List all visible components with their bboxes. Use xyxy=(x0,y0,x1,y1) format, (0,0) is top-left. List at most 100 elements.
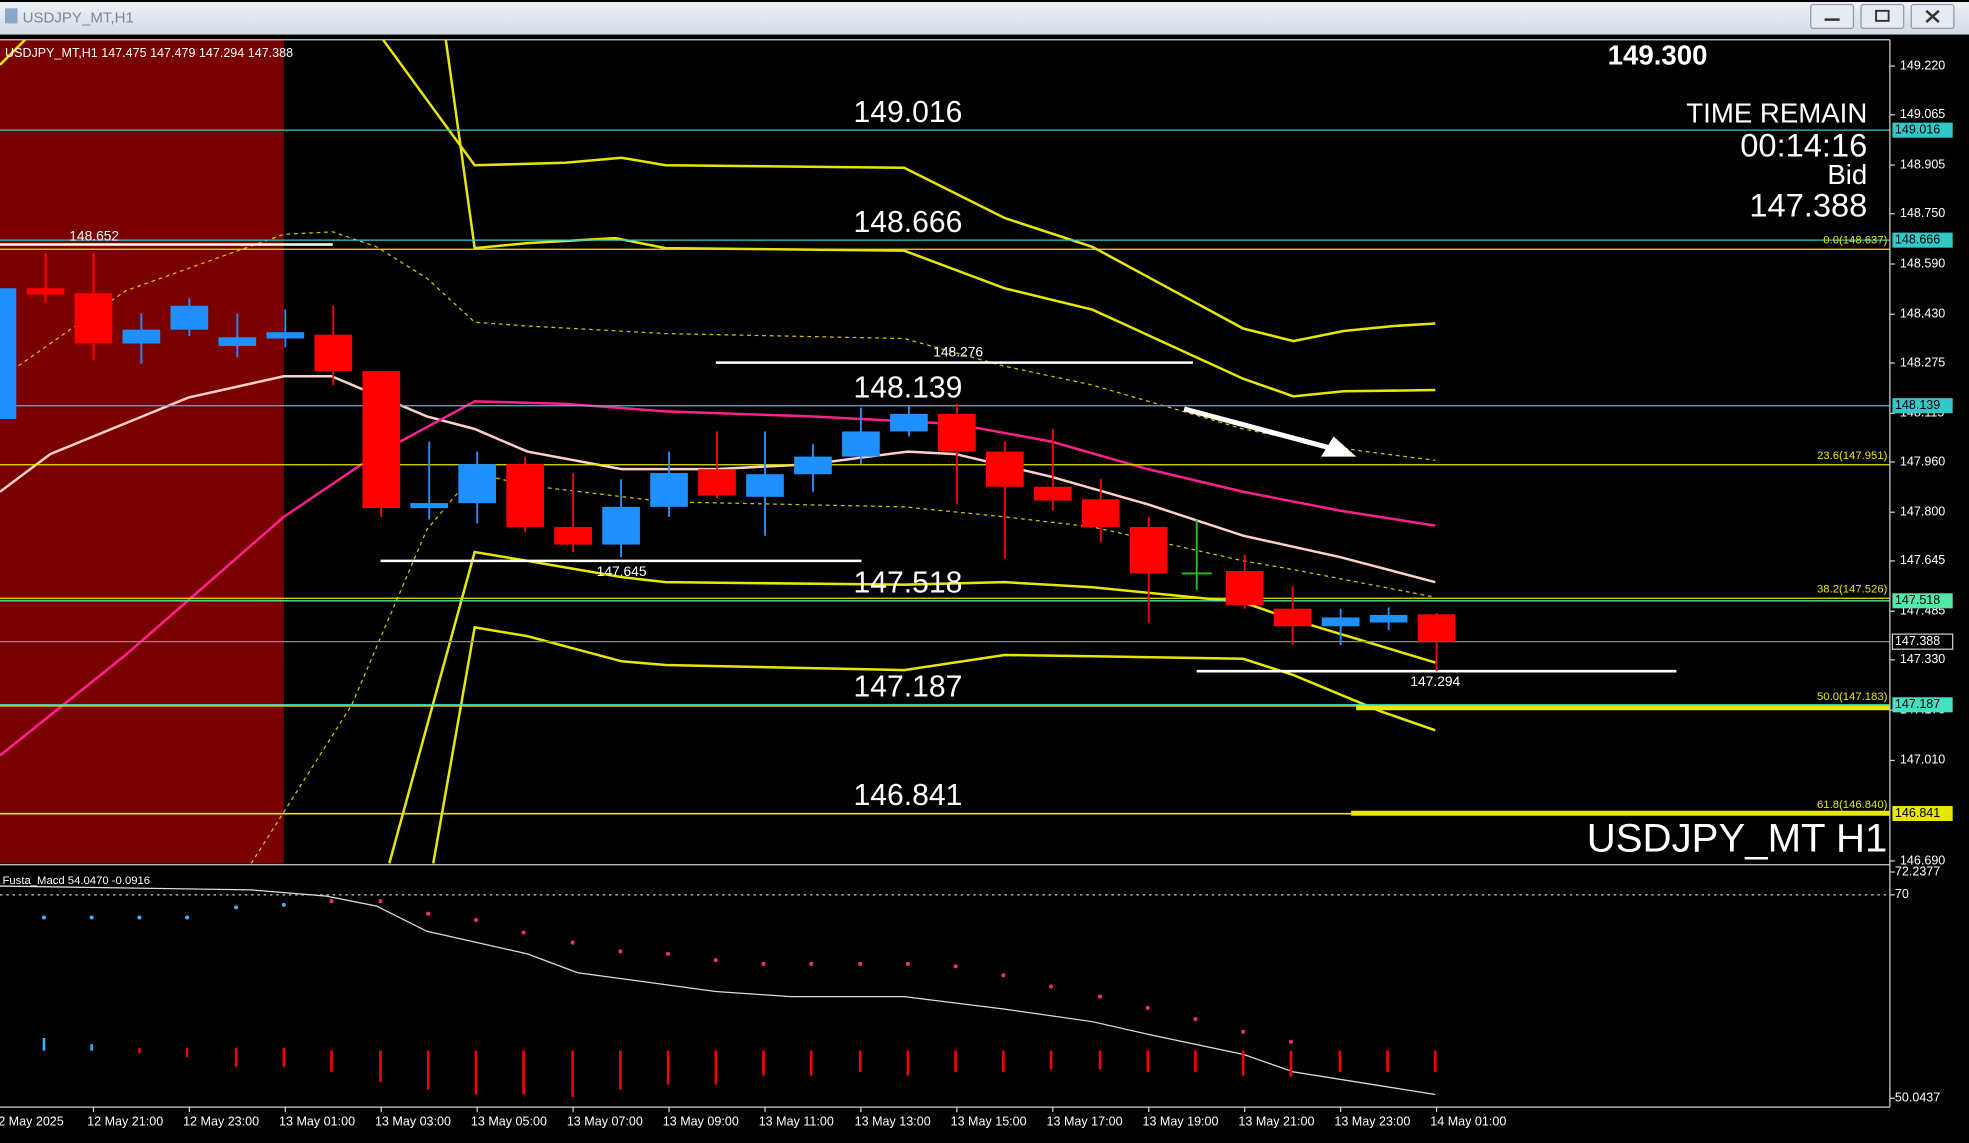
bid-tag-label: 147.388 xyxy=(1895,634,1940,648)
candle-body xyxy=(554,526,592,545)
indicator-header: Fusta_Macd 54.0470 -0.0916 xyxy=(3,875,151,887)
x-tick-label: 13 May 23:00 xyxy=(1334,1114,1410,1128)
x-tick-label: 13 May 01:00 xyxy=(279,1114,355,1128)
chart-background xyxy=(0,34,1969,1141)
indicator-line xyxy=(0,885,1436,1096)
session-shade xyxy=(0,39,284,864)
y-tick-label: 149.220 xyxy=(1900,58,1945,72)
level-tag xyxy=(1892,398,1953,414)
y-tick-label: 148.430 xyxy=(1900,307,1945,321)
candle-body xyxy=(746,474,784,497)
candle-body xyxy=(74,293,113,344)
chart-header: USDJPY_MT,H1 147.475 147.479 147.294 147… xyxy=(5,46,293,60)
title-bar xyxy=(0,2,1969,35)
indicator-histogram xyxy=(42,1038,1437,1098)
x-tick-label: 13 May 19:00 xyxy=(1142,1114,1218,1128)
candle-body xyxy=(1273,608,1312,627)
x-tick-label: 13 May 05:00 xyxy=(471,1114,547,1128)
candle-body xyxy=(842,431,880,457)
y-tick-label: 148.750 xyxy=(1900,206,1945,220)
plot-area xyxy=(0,39,1890,864)
bid-label: Bid xyxy=(1827,159,1867,190)
candle-body xyxy=(170,305,209,330)
candle-body xyxy=(1225,570,1264,605)
bid-tag xyxy=(1891,633,1954,650)
candle-body xyxy=(1417,614,1456,642)
minimize-button[interactable] xyxy=(1810,3,1855,30)
candle-body xyxy=(506,464,544,527)
indicator-tick-label: 50.0437 xyxy=(1895,1091,1940,1105)
candle-body xyxy=(986,451,1024,487)
indicator-tick-label: 72.2377 xyxy=(1895,864,1940,878)
candle-body xyxy=(698,469,736,496)
candle-body xyxy=(1081,499,1120,527)
candle-body xyxy=(890,413,928,432)
candle-body xyxy=(266,332,305,339)
candle-body xyxy=(650,472,688,507)
x-tick-label: 12 May 23:00 xyxy=(183,1114,259,1128)
level-tag-label: 148.666 xyxy=(1895,232,1940,246)
level-tag-label: 149.016 xyxy=(1895,122,1940,136)
candle-body xyxy=(410,503,449,509)
level-label: 147.518 xyxy=(853,566,962,599)
sr-label: 148.276 xyxy=(933,343,983,359)
window-title: USDJPY_MT,H1 xyxy=(23,9,134,26)
level-label: 148.666 xyxy=(853,206,962,239)
sr-label: 147.294 xyxy=(1410,673,1460,689)
trend-arrow xyxy=(1183,406,1345,455)
x-tick-label: 13 May 11:00 xyxy=(759,1114,834,1128)
level-tag xyxy=(1892,122,1953,138)
x-tick-label: 13 May 09:00 xyxy=(663,1114,739,1128)
level-tag-label: 147.518 xyxy=(1895,593,1940,607)
x-tick-label: 13 May 13:00 xyxy=(855,1114,931,1128)
candle-body xyxy=(794,456,832,475)
x-tick-label: 13 May 17:00 xyxy=(1047,1114,1123,1128)
x-tick-label: 13 May 07:00 xyxy=(567,1114,643,1128)
candle-body xyxy=(362,371,401,509)
level-label: 147.187 xyxy=(853,670,962,703)
candle-body xyxy=(602,506,640,545)
x-tick-label: 12 May 2025 xyxy=(0,1114,64,1128)
candle-body xyxy=(122,329,161,344)
top-price: 149.300 xyxy=(1608,40,1708,71)
y-tick-label: 147.645 xyxy=(1900,553,1945,567)
fib-label: 38.2(147.526) xyxy=(1817,583,1888,595)
level-tag-label: 146.841 xyxy=(1895,806,1940,820)
y-tick-label: 149.065 xyxy=(1900,107,1945,121)
candle-body xyxy=(1369,614,1408,623)
candle-body xyxy=(314,334,353,372)
bid-price: 147.388 xyxy=(1749,187,1867,224)
level-label: 149.016 xyxy=(853,96,962,129)
candle-body xyxy=(0,288,17,419)
x-tick-label: 13 May 03:00 xyxy=(375,1114,451,1128)
y-tick-label: 147.330 xyxy=(1900,652,1945,666)
candle-body xyxy=(1129,526,1168,574)
restore-button[interactable] xyxy=(1860,3,1905,30)
indicator-dots-up xyxy=(41,902,286,920)
window-icon xyxy=(5,8,18,24)
y-tick-label: 147.010 xyxy=(1900,753,1945,767)
symbol-watermark: USDJPY_MT H1 xyxy=(1587,815,1888,860)
candle-body xyxy=(218,337,257,347)
fib-label: 0.0(148.637) xyxy=(1823,234,1887,246)
x-tick-label: 13 May 15:00 xyxy=(951,1114,1027,1128)
candle-body xyxy=(1321,617,1360,627)
candle-body xyxy=(938,413,976,452)
sr-label: 147.645 xyxy=(597,563,647,579)
x-tick-label: 12 May 21:00 xyxy=(87,1114,163,1128)
fib-label: 61.8(146.840) xyxy=(1817,799,1888,811)
sr-label: 148.652 xyxy=(69,228,119,244)
indicator-window xyxy=(0,885,1437,1098)
window-buttons[interactable] xyxy=(1810,3,1955,30)
level-tag-label: 148.139 xyxy=(1895,398,1940,412)
candle-body xyxy=(26,288,65,295)
level-label: 146.841 xyxy=(853,779,962,812)
x-tick-label: 13 May 21:00 xyxy=(1238,1114,1314,1128)
y-tick-label: 148.275 xyxy=(1900,355,1945,369)
indicator-dots-down xyxy=(329,899,1293,1044)
indicator-tick-label: 70 xyxy=(1895,887,1909,901)
y-tick-label: 147.800 xyxy=(1900,505,1945,519)
y-tick-label: 146.690 xyxy=(1900,853,1945,867)
